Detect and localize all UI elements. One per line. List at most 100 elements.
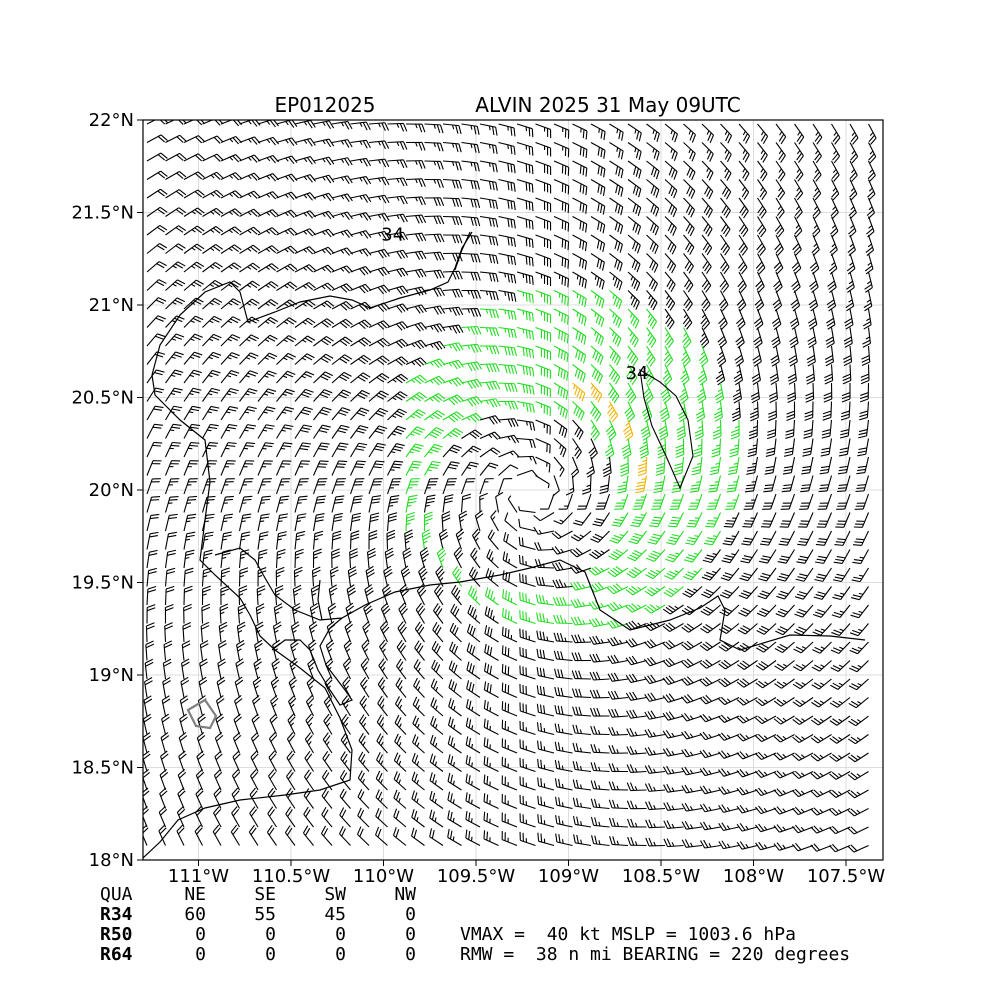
wind-barb-flag <box>153 408 162 411</box>
wind-barb <box>803 419 814 439</box>
wind-barb-flag <box>681 354 688 362</box>
wind-barb-flag <box>708 487 718 490</box>
wind-barb-flag <box>712 432 722 437</box>
wind-barb-flag <box>532 404 535 413</box>
wind-barb <box>146 333 166 347</box>
wind-barb-staff <box>146 460 154 476</box>
wind-barb-half-flag <box>228 284 233 288</box>
wind-barb <box>313 192 335 202</box>
wind-barb <box>823 382 833 403</box>
wind-barb-half-flag <box>724 167 728 173</box>
wind-barb-flag <box>672 484 682 487</box>
wind-barb-flag <box>689 228 695 237</box>
wind-barb-flag <box>343 212 350 221</box>
wind-barb <box>808 290 819 312</box>
wind-barb-flag <box>177 120 184 125</box>
wind-barb-flag <box>740 285 747 293</box>
wind-barb-flag <box>316 498 326 501</box>
wind-barb <box>220 549 232 569</box>
wind-barb-half-flag <box>573 384 576 390</box>
wind-barb-flag <box>859 398 869 403</box>
wind-barb-flag <box>157 315 166 320</box>
wind-barb-flag <box>495 363 500 372</box>
wind-barb-staff <box>868 142 877 158</box>
wind-barb-staff <box>239 406 249 421</box>
wind-barb <box>313 282 335 291</box>
wind-barb-half-flag <box>457 537 462 541</box>
wind-barb-flag <box>686 525 696 528</box>
wind-barb-half-flag <box>466 416 471 421</box>
wind-barb <box>683 549 703 563</box>
wind-barb-flag <box>668 204 673 213</box>
wind-barb <box>787 382 797 403</box>
wind-barb-flag <box>606 406 614 415</box>
wind-barb-flag <box>234 226 242 233</box>
wind-barb-flag <box>704 557 714 561</box>
wind-barb <box>859 401 870 421</box>
wind-barb <box>762 493 777 510</box>
wind-barb-flag <box>660 435 668 441</box>
wind-barb-flag <box>357 376 366 382</box>
wind-barb-half-flag <box>407 504 412 507</box>
wind-barb-flag <box>528 201 531 211</box>
wind-barb-flag <box>317 495 327 498</box>
wind-barb <box>720 160 732 181</box>
wind-barb-flag <box>174 299 183 305</box>
wind-barb-flag <box>561 294 564 304</box>
wind-barb <box>516 252 534 267</box>
wind-barb <box>238 460 255 476</box>
wind-barb <box>275 548 286 569</box>
wind-barb-flag <box>156 369 165 373</box>
wind-barb-flag <box>667 319 673 327</box>
wind-barb-flag <box>807 317 816 324</box>
wind-barb <box>609 197 624 216</box>
wind-barb-flag <box>825 361 834 367</box>
wind-barb-half-flag <box>377 232 382 237</box>
wind-barb <box>827 271 837 293</box>
wind-barb-flag <box>751 373 760 379</box>
wind-barb <box>331 193 353 203</box>
wind-barb-staff <box>516 178 533 185</box>
wind-barb <box>809 271 819 293</box>
wind-barb-half-flag <box>760 149 764 155</box>
wind-barb-flag <box>840 429 850 433</box>
wind-barb-flag <box>231 227 240 235</box>
wind-barb-flag <box>149 534 158 538</box>
wind-barb-staff <box>553 475 560 491</box>
wind-barb-flag <box>518 536 521 546</box>
wind-barb-flag <box>574 368 579 377</box>
wind-barb-flag <box>599 241 603 251</box>
wind-barb-flag <box>623 453 632 460</box>
wind-barb-flag <box>789 361 798 367</box>
wind-barb-flag <box>621 444 630 450</box>
wind-barb-flag <box>588 446 596 454</box>
wind-barb <box>461 396 483 407</box>
wind-barb-flag <box>780 540 789 543</box>
wind-barb-flag <box>455 143 459 153</box>
wind-barb-flag <box>747 450 757 454</box>
wind-barb-flag <box>215 225 224 232</box>
wind-barb-flag <box>510 182 513 191</box>
wind-barb-half-flag <box>321 249 326 254</box>
wind-barb-half-flag <box>742 149 746 154</box>
wind-barb <box>294 353 315 365</box>
wind-barb-flag <box>531 257 534 267</box>
wind-barb-flag <box>739 304 747 312</box>
wind-barb-flag <box>720 261 727 269</box>
wind-barb-flag <box>706 522 716 525</box>
wind-barb-flag <box>459 513 468 519</box>
wind-barb <box>732 382 742 404</box>
wind-barb <box>331 175 353 185</box>
wind-barb-flag <box>435 377 443 385</box>
wind-barb-flag <box>297 513 307 516</box>
wind-barb-flag <box>215 207 224 215</box>
wind-barb <box>312 548 322 569</box>
wind-barb-flag <box>856 487 865 489</box>
wind-barb-flag <box>525 384 529 394</box>
wind-barb-flag <box>467 399 474 407</box>
wind-barb-flag <box>455 180 459 189</box>
wind-barb-flag <box>418 233 424 242</box>
wind-barb <box>746 456 759 475</box>
wind-barb-staff <box>461 178 478 182</box>
wind-barb-flag <box>390 498 399 501</box>
